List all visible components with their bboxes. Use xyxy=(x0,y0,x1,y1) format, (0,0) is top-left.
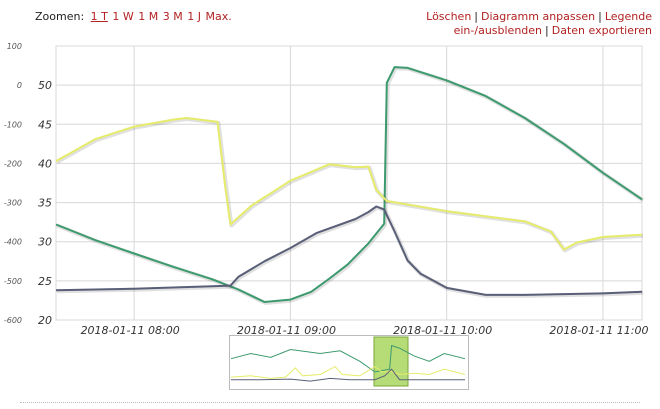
x-axis-tick-label: 2018-01-11 10:00 xyxy=(393,324,492,335)
navigator-series-slate xyxy=(231,368,465,382)
right-axis-tick-label: 50 xyxy=(38,79,52,92)
left-axis-tick-label: 100 xyxy=(7,42,22,51)
zoom-1-month-button[interactable]: 1 M xyxy=(138,10,159,23)
right-axis-tick-label: 20 xyxy=(38,314,52,327)
series-green-line-shadow xyxy=(56,66,645,305)
navigator-highlight xyxy=(373,336,409,387)
zoom-1-week-button[interactable]: 1 W xyxy=(112,10,134,23)
x-axis-tick-label: 2018-01-11 08:00 xyxy=(81,324,180,335)
left-axis-tick-label: -400 xyxy=(4,238,22,247)
plot-area xyxy=(55,66,645,305)
right-axis-tick-label: 30 xyxy=(38,236,52,249)
chart-toolbar: Zoomen: 1 T 1 W 1 M 3 M 1 J Max. Löschen… xyxy=(0,0,660,44)
left-axis-tick-label: -500 xyxy=(4,277,22,286)
right-axis-tick-label: 40 xyxy=(38,157,52,170)
navigator-series-yellow xyxy=(230,365,466,379)
line-chart[interactable]: 100 0 -100 -200 -300 -400 -500 -600 50 45 40 35 30 2… xyxy=(0,40,660,335)
range-navigator[interactable] xyxy=(229,335,469,390)
customize-chart-link[interactable]: Diagramm anpassen xyxy=(481,10,596,23)
grid-lines xyxy=(55,45,643,321)
export-data-link[interactable]: Daten exportieren xyxy=(551,24,652,37)
separator: | xyxy=(545,24,549,37)
left-axis-tick-label: 0 xyxy=(17,81,22,90)
toggle-legend-link[interactable]: Legende ein-/ausblenden xyxy=(453,10,652,37)
separator: | xyxy=(598,10,602,23)
navigator-frame xyxy=(229,335,469,390)
clear-link[interactable]: Löschen xyxy=(426,10,472,23)
right-axis-tick-label: 25 xyxy=(38,275,52,288)
zoom-label: Zoomen: xyxy=(35,10,85,23)
x-axis-tick-label: 2018-01-11 09:00 xyxy=(237,324,336,335)
left-axis: 100 0 -100 -200 -300 -400 -500 -600 xyxy=(4,42,22,325)
zoom-controls: Zoomen: 1 T 1 W 1 M 3 M 1 J Max. xyxy=(35,10,232,23)
chart-actions: Löschen | Diagramm anpassen | Legende ein-/a… xyxy=(292,10,652,38)
left-axis-tick-label: -100 xyxy=(4,120,22,129)
left-axis-tick-label: -300 xyxy=(4,199,22,208)
right-axis-tick-label: 45 xyxy=(38,118,52,131)
right-axis-tick-label: 35 xyxy=(38,197,52,210)
zoom-3-month-button[interactable]: 3 M xyxy=(162,10,183,23)
plot-border xyxy=(55,45,643,321)
navigator-preview xyxy=(230,336,466,387)
zoom-1-year-button[interactable]: 1 J xyxy=(187,10,201,23)
separator: | xyxy=(474,10,479,23)
series-slate-line xyxy=(55,205,643,296)
zoom-1-day-button[interactable]: 1 T xyxy=(90,10,108,23)
x-axis: 2018-01-11 08:00 2018-01-11 09:00 2018-01-… xyxy=(81,324,649,335)
left-axis-tick-label: -600 xyxy=(4,316,22,325)
divider xyxy=(20,402,640,403)
right-axis: 50 45 40 35 30 25 20 xyxy=(38,79,52,327)
series-yellow-line xyxy=(55,117,643,251)
navigator-series-green xyxy=(230,344,466,373)
x-axis-tick-label: 2018-01-11 11:00 xyxy=(549,324,648,335)
left-axis-tick-label: -200 xyxy=(4,159,22,168)
series-green-line xyxy=(55,66,643,303)
zoom-max-button[interactable]: Max. xyxy=(205,10,232,23)
